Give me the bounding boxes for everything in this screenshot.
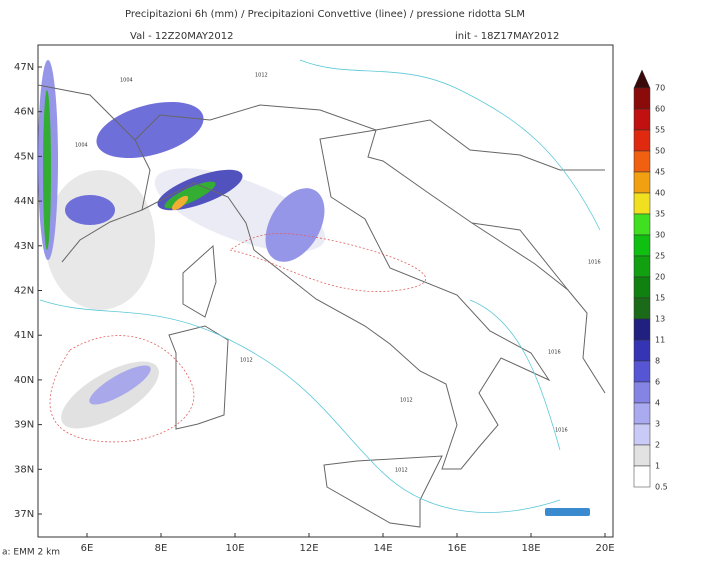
colorbar-label: 6 <box>655 378 660 387</box>
colorbar-swatch <box>633 234 651 257</box>
precip-area <box>265 188 325 262</box>
precip-area <box>43 90 51 250</box>
colorbar-label: 35 <box>655 210 665 219</box>
colorbar-label: 40 <box>655 189 665 198</box>
colorbar-label: 8 <box>655 357 660 366</box>
isobar-label: 1012 <box>255 73 268 79</box>
colorbar-label: 0.5 <box>655 483 668 492</box>
latitude-label: 42N <box>14 286 34 297</box>
longitude-label: 20E <box>595 543 614 554</box>
colorbar-swatch <box>633 381 651 404</box>
latitude-label: 43N <box>14 241 34 252</box>
precipitation-field <box>38 60 326 429</box>
colorbar-swatch <box>633 360 651 383</box>
colorbar-label: 45 <box>655 168 665 177</box>
colorbar-swatch <box>633 444 651 467</box>
latitude-label: 37N <box>14 509 34 520</box>
precip-area <box>65 195 115 225</box>
colorbar-swatch <box>633 402 651 425</box>
colorbar-swatch <box>633 465 651 488</box>
colorbar-swatch <box>633 108 651 131</box>
source-note: a: EMM 2 km <box>2 548 60 558</box>
coastline <box>168 325 229 430</box>
colorbar-label: 3 <box>655 420 660 429</box>
colorbar-label: 25 <box>655 252 665 261</box>
latitude-label: 44N <box>14 196 34 207</box>
colorbar-swatch <box>633 276 651 299</box>
longitude-label: 14E <box>373 543 392 554</box>
convective-contour <box>49 335 195 443</box>
colorbar-swatch <box>633 339 651 362</box>
colorbar-label: 1 <box>655 462 660 471</box>
colorbar-swatch <box>633 129 651 152</box>
colorbar-label: 2 <box>655 441 660 450</box>
isobar <box>469 299 561 451</box>
colorbar-swatch <box>633 423 651 446</box>
longitude-label: 16E <box>447 543 466 554</box>
colorbar-swatch <box>633 192 651 215</box>
latitude-label: 47N <box>14 62 34 73</box>
colorbar-swatch <box>633 318 651 341</box>
latitude-label: 40N <box>14 375 34 386</box>
isobar-label: 1016 <box>548 350 561 356</box>
colorbar-label: 60 <box>655 105 665 114</box>
colorbar-swatch <box>633 297 651 320</box>
convective-contour <box>229 233 427 292</box>
colorbar-swatch <box>633 255 651 278</box>
isobar-label: 1012 <box>240 358 253 364</box>
colorbar-swatch <box>633 150 651 173</box>
longitude-label: 6E <box>81 543 94 554</box>
longitude-label: 12E <box>299 543 318 554</box>
latitude-label: 46N <box>14 107 34 118</box>
colorbar-triangle <box>633 69 651 89</box>
precip-area <box>89 365 151 405</box>
colorbar-label: 4 <box>655 399 660 408</box>
colorbar-label: 50 <box>655 147 665 156</box>
watermark-badge <box>545 508 590 516</box>
latitude-label: 38N <box>14 464 34 475</box>
latitude-label: 39N <box>14 420 34 431</box>
precip-area <box>171 195 189 211</box>
colorbar-swatch <box>633 87 651 110</box>
map-title: Precipitazioni 6h (mm) / Precipitazioni … <box>125 9 525 20</box>
colorbar-swatch <box>633 171 651 194</box>
isobar-label: 1016 <box>588 260 601 266</box>
longitude-label: 18E <box>521 543 540 554</box>
coastline <box>141 129 606 470</box>
isobar-label: 1012 <box>400 398 413 404</box>
longitude-label: 8E <box>155 543 168 554</box>
valid-time: Val - 12Z20MAY2012 <box>130 31 234 42</box>
isobar <box>39 299 561 513</box>
isobar-label: 1004 <box>120 78 133 84</box>
colorbar-swatch <box>633 213 651 236</box>
latitude-label: 45N <box>14 151 34 162</box>
border <box>37 84 605 291</box>
isobar-label: 1004 <box>75 143 88 149</box>
colorbar-label: 70 <box>655 84 665 93</box>
precip-area <box>96 101 204 159</box>
coastline <box>323 455 443 528</box>
isobar-label: 1012 <box>395 468 408 474</box>
coastline <box>182 244 217 318</box>
coastline <box>61 209 143 263</box>
precip-area <box>45 170 155 310</box>
colorbar: 70 60 55 50 45 40 35 30 25 20 15 13 11 8 6 4 3 2 1 0.5 <box>633 69 668 492</box>
latitude-label: 41N <box>14 330 34 341</box>
colorbar-label: 30 <box>655 231 665 240</box>
init-time: init - 18Z17MAY2012 <box>455 31 559 42</box>
colorbar-label: 11 <box>655 336 665 345</box>
colorbar-label: 15 <box>655 294 665 303</box>
isobar <box>299 59 601 231</box>
map: 1004 1004 1012 1012 1012 1012 1016 1016 … <box>37 44 614 538</box>
colorbar-label: 13 <box>655 315 665 324</box>
colorbar-label: 55 <box>655 126 665 135</box>
isobar-label: 1016 <box>555 428 568 434</box>
border <box>134 104 377 211</box>
colorbar-label: 20 <box>655 273 665 282</box>
longitude-label: 10E <box>225 543 244 554</box>
